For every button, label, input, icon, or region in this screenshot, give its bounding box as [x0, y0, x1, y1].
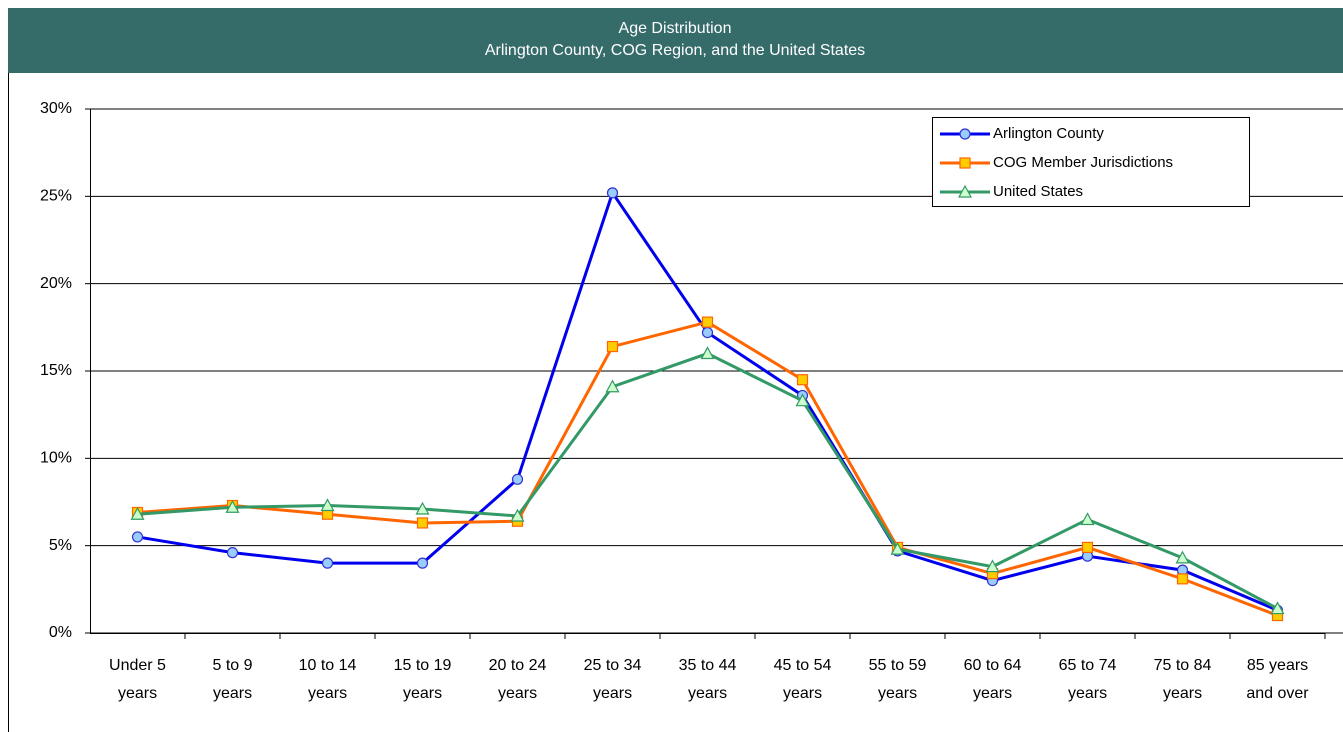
- x-tick-label: 55 to 59: [869, 657, 927, 674]
- x-tick-label: years: [1163, 685, 1202, 702]
- legend-label: Arlington County: [993, 125, 1104, 142]
- y-tick-label: 5%: [49, 537, 72, 554]
- marker: [701, 326, 714, 339]
- x-tick-label: years: [308, 685, 347, 702]
- x-tick-label: years: [973, 685, 1012, 702]
- marker: [985, 559, 1000, 573]
- series-line: [137, 351, 1279, 610]
- x-tick-label: 10 to 14: [299, 657, 357, 674]
- legend: Arlington County COG Member Jurisdictions…: [932, 117, 1250, 207]
- marker: [959, 128, 971, 140]
- marker: [606, 340, 619, 353]
- marker: [606, 187, 619, 199]
- x-tick-label: years: [783, 685, 822, 702]
- x-tick-label: years: [593, 685, 632, 702]
- x-tick-label: and over: [1246, 685, 1309, 702]
- marker: [1080, 512, 1095, 526]
- chart-title: Age Distribution: [619, 20, 732, 37]
- x-tick-label: years: [498, 685, 537, 702]
- y-tick-label: 10%: [40, 450, 72, 467]
- marker: [700, 346, 715, 360]
- marker: [131, 531, 144, 543]
- marker: [796, 374, 809, 386]
- marker: [415, 501, 430, 515]
- marker: [1175, 550, 1190, 564]
- x-tick-label: 75 to 84: [1154, 657, 1212, 674]
- title-band: [8, 8, 1343, 73]
- marker: [416, 557, 429, 569]
- y-tick-label: 0%: [49, 624, 72, 641]
- series-line: [137, 189, 1279, 612]
- x-tick-label: 60 to 64: [964, 657, 1022, 674]
- x-tick-label: years: [688, 685, 727, 702]
- marker: [959, 157, 971, 169]
- marker: [957, 184, 973, 198]
- y-tick-label: 30%: [40, 100, 72, 117]
- y-tick-label: 20%: [40, 275, 72, 292]
- x-tick-label: 65 to 74: [1059, 657, 1117, 674]
- x-tick-label: 85 years: [1247, 657, 1308, 674]
- legend-label: COG Member Jurisdictions: [993, 154, 1173, 171]
- marker: [130, 506, 145, 520]
- x-tick-label: 20 to 24: [489, 657, 547, 674]
- x-tick-label: 45 to 54: [774, 657, 832, 674]
- marker: [320, 498, 335, 512]
- y-tick-label: 25%: [40, 188, 72, 205]
- marker: [510, 508, 525, 522]
- x-tick-label: 35 to 44: [679, 657, 737, 674]
- x-tick-label: Under 5: [109, 657, 166, 674]
- y-tick-label: 15%: [40, 362, 72, 379]
- marker: [1270, 601, 1285, 615]
- marker: [605, 379, 620, 393]
- x-tick-label: 15 to 19: [394, 657, 452, 674]
- x-tick-label: years: [878, 685, 917, 702]
- series-line: [137, 320, 1279, 617]
- marker: [225, 499, 240, 513]
- x-tick-label: years: [213, 685, 252, 702]
- legend-label: United States: [993, 183, 1083, 200]
- marker: [890, 541, 905, 555]
- chart-subtitle: Arlington County, COG Region, and the Un…: [485, 42, 865, 59]
- marker: [1176, 573, 1189, 585]
- marker: [511, 473, 524, 485]
- marker: [321, 557, 334, 569]
- x-tick-label: years: [118, 685, 157, 702]
- marker: [416, 517, 429, 529]
- marker: [701, 316, 714, 328]
- x-tick-label: years: [1068, 685, 1107, 702]
- marker: [795, 393, 810, 407]
- x-tick-label: years: [403, 685, 442, 702]
- marker: [226, 547, 239, 559]
- x-tick-label: 25 to 34: [584, 657, 642, 674]
- x-tick-label: 5 to 9: [212, 657, 252, 674]
- marker: [1081, 541, 1094, 554]
